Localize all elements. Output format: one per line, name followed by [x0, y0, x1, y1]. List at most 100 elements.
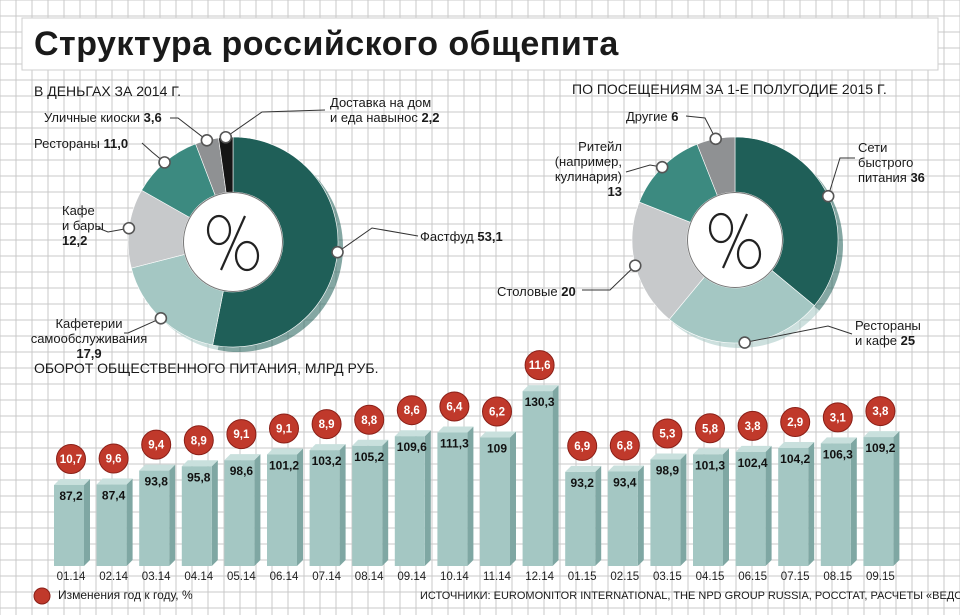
donut1-title: В ДЕНЬГАХ ЗА 2014 Г.	[34, 83, 182, 99]
yoy-badge-label: 2,9	[787, 417, 803, 429]
bar-value-label: 109,2	[865, 441, 895, 455]
yoy-badge-label: 9,1	[233, 429, 250, 441]
label-cafeterias: Кафетерии самообслуживания 17,9	[30, 316, 148, 361]
x-tick-label: 06.14	[270, 571, 299, 583]
bar	[820, 443, 851, 566]
connector-cafeterias-dot	[154, 312, 168, 325]
bar	[735, 451, 766, 566]
label-delivery: Доставка на дом и еда навынос 2,2	[330, 95, 440, 125]
bar	[139, 470, 170, 566]
bar-value-label: 103,2	[312, 454, 342, 468]
connector-restcafe-dot	[738, 336, 751, 349]
bar-side	[339, 444, 346, 566]
percent-icon-top	[206, 214, 232, 246]
x-tick-label: 08.15	[823, 571, 852, 583]
bar-side	[254, 454, 261, 566]
bar-side	[424, 430, 431, 566]
bar-top	[394, 430, 431, 437]
bar-value-label: 109	[487, 442, 507, 456]
x-tick-label: 07.15	[781, 571, 810, 583]
bar-value-label: 98,6	[230, 464, 254, 478]
bar-side	[850, 437, 857, 566]
title-box	[21, 17, 939, 71]
connector-kiosks-dot	[200, 133, 214, 147]
donut-hole-ring	[687, 192, 783, 288]
bar	[607, 471, 638, 566]
yoy-badge	[822, 402, 853, 433]
connector-canteens-line	[582, 265, 636, 291]
yoy-badge	[567, 430, 598, 461]
bar-side	[808, 441, 815, 566]
yoy-badge-label: 3,8	[872, 406, 889, 418]
bar-value-label: 106,3	[823, 447, 853, 461]
yoy-badge-label: 11,6	[529, 360, 551, 372]
yoy-badge	[311, 409, 342, 440]
bar-side	[510, 431, 516, 566]
bar-top	[224, 454, 261, 461]
bar-top	[650, 453, 687, 460]
bar-side	[552, 385, 559, 566]
yoy-badge-label: 9,1	[276, 423, 293, 435]
yoy-badge-label: 6,9	[574, 441, 590, 453]
bar-value-label: 93,2	[571, 476, 595, 490]
bar-chart-turnover: 87,2 10,7 01.14 87,4 9,6 02.14 93,8 9,4 03.14 95,…	[54, 350, 900, 583]
bar-value-label: 87,2	[59, 489, 83, 503]
label-connectors	[97, 109, 855, 349]
yoy-badge	[141, 429, 172, 460]
yoy-badge-label: 3,8	[745, 421, 762, 433]
yoy-badge	[354, 404, 385, 435]
x-tick-label: 11.14	[483, 571, 512, 583]
bar	[650, 459, 681, 566]
connector-restcafe-line	[744, 325, 853, 344]
red-circle-icon	[33, 587, 51, 605]
yoy-badge	[396, 395, 427, 426]
bar-value-label: 101,2	[269, 458, 299, 472]
yoy-badge	[482, 396, 512, 427]
bar-side	[211, 460, 218, 566]
percent-icon	[708, 212, 762, 270]
bar-side	[382, 439, 389, 566]
bar	[181, 466, 212, 566]
bar	[437, 432, 468, 566]
bar-top	[437, 426, 474, 433]
connector-delivery-line	[225, 109, 326, 138]
bar-top	[778, 441, 815, 448]
yoy-badge-label: 8,8	[361, 415, 378, 427]
bar-side	[893, 431, 900, 566]
yoy-badge	[652, 418, 683, 449]
bar-side	[126, 478, 133, 566]
percent-icon	[206, 214, 260, 272]
yoy-badge-label: 8,9	[319, 419, 335, 431]
percent-icon-slash	[721, 213, 749, 269]
yoy-badge	[439, 391, 470, 422]
bar	[267, 454, 297, 566]
yoy-badge	[183, 425, 214, 456]
bar	[480, 437, 510, 566]
bar	[778, 447, 809, 566]
x-tick-label: 02.15	[610, 571, 639, 583]
bar	[693, 454, 723, 566]
connector-restaurants-dot	[158, 156, 171, 169]
bar-value-label: 111,3	[440, 437, 469, 451]
bar	[224, 460, 255, 566]
yoy-badge-label: 9,6	[106, 454, 122, 466]
x-tick-label: 02.14	[99, 571, 128, 583]
bar-value-label: 130,3	[525, 395, 555, 409]
connector-chains-line	[827, 157, 855, 197]
label-kiosks: Уличные киоски 3,6	[44, 110, 162, 125]
bar-value-label: 101,3	[695, 458, 725, 472]
connector-canteens-dot	[628, 259, 642, 272]
yoy-badge	[524, 350, 555, 381]
bar	[54, 484, 84, 566]
connector-other-line	[685, 115, 717, 140]
bar-value-label: 87,4	[102, 489, 126, 503]
bar-top	[139, 464, 176, 471]
connector-retail-dot	[655, 160, 669, 174]
yoy-badge-label: 6,2	[489, 407, 505, 419]
label-fastfood: Фастфуд 53,1	[420, 229, 503, 244]
bar-value-label: 105,2	[354, 450, 384, 464]
percent-icon-slash	[219, 215, 247, 271]
label-other: Другие 6	[626, 109, 679, 124]
yoy-badge-label: 6,4	[446, 402, 463, 414]
